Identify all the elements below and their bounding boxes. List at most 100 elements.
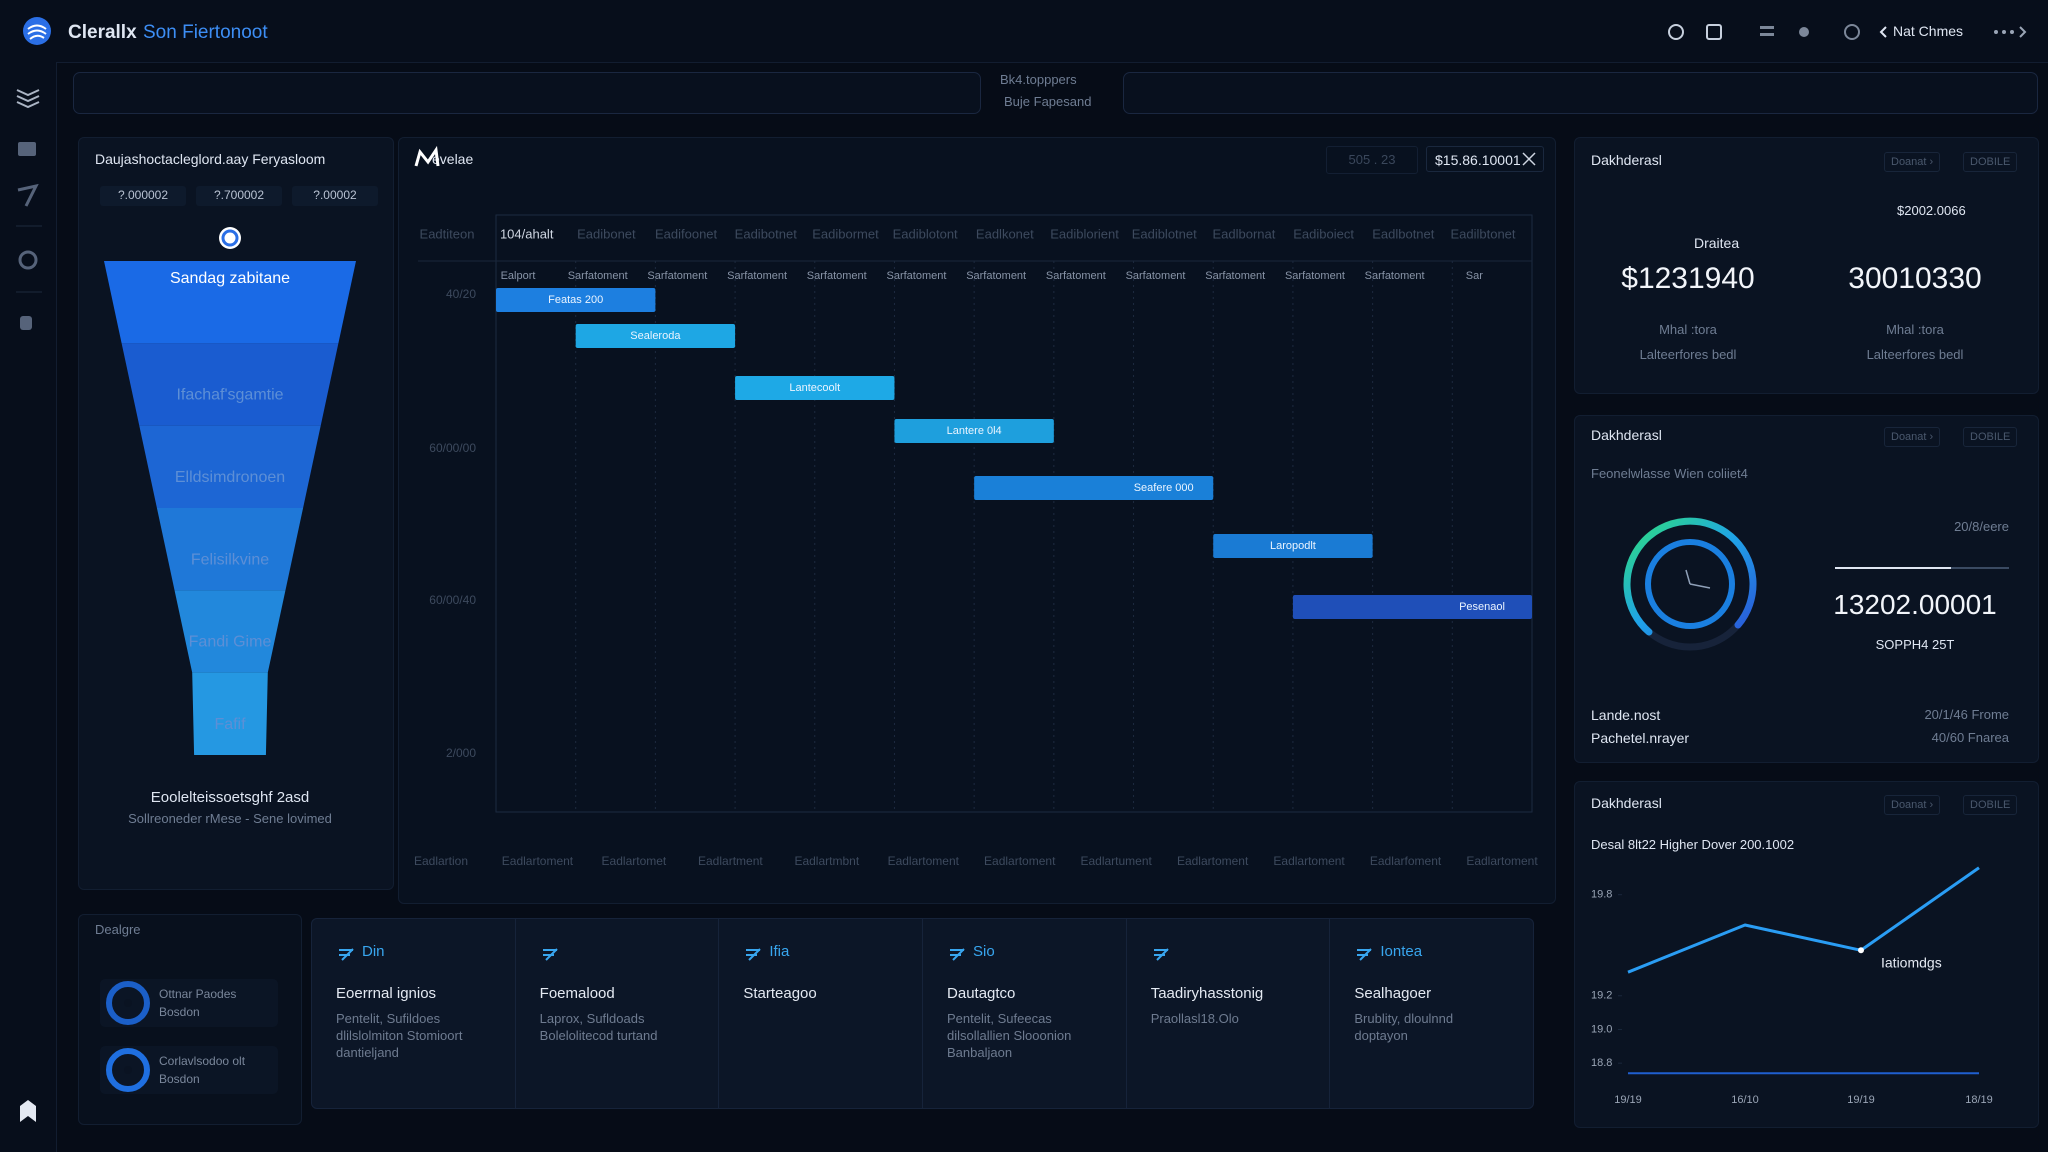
close-icon[interactable] (1522, 152, 1536, 166)
task-label: Laropodlt (1270, 540, 1316, 552)
x-label: Eadlartion (414, 854, 468, 868)
y-tick-label: 19.2 (1591, 990, 1612, 1002)
task-label: Seafere 000 (1134, 482, 1194, 494)
timeline-icon (414, 145, 440, 167)
card-icon (336, 945, 356, 970)
timeline-total[interactable]: $15.86.10001 (1426, 146, 1544, 172)
trend-marker (1858, 947, 1864, 954)
column-subheader: Sarfatoment (1365, 270, 1425, 282)
trend-panel (1574, 781, 2039, 1128)
brand: Clerallx (68, 22, 137, 43)
x-tick-label: 18/19 (1965, 1094, 1993, 1106)
gauge-button[interactable]: DOBILE (1963, 427, 2018, 447)
gauge-button[interactable]: Doanat › (1884, 427, 1941, 447)
x-label: Eadlarfoment (1370, 854, 1442, 868)
card-line: dlilslolmiton Stomioort (336, 1028, 463, 1043)
deal-dot (124, 1066, 132, 1074)
funnel-stage-label: Sandag zabitane (170, 270, 290, 287)
funnel-tag-label: ?.700002 (214, 188, 264, 202)
card-icon (1151, 945, 1171, 970)
feature-card: Foemalood Laprox, Sufldoads Bolelolitecod … (516, 919, 720, 1108)
task-bar (575, 324, 736, 348)
card-line: Praollasl18.Olo (1150, 1011, 1239, 1026)
task-bar (894, 419, 1054, 443)
sidebar-icons[interactable] (14, 84, 44, 1134)
column-header: Eadiblotnet (1132, 226, 1197, 241)
user-name[interactable]: Nat Chmes (1893, 23, 1964, 39)
funnel-stage (104, 261, 356, 344)
summary-label: Draitea (1694, 235, 1740, 251)
card-line: Pentelit, Sufildoes (336, 1011, 441, 1026)
card-line: Bolelolitecod turtand (539, 1028, 658, 1043)
deal-name: Ottnar Paodes (159, 987, 236, 1001)
card-icon (743, 945, 763, 970)
card-title: Ifia (769, 943, 790, 960)
card-line: dilsollallien Slooonion (947, 1028, 1072, 1043)
column-header: Eadibotnet (735, 226, 798, 241)
funnel-stage (156, 508, 304, 591)
deal-ring (106, 981, 150, 1025)
column-header: Eadlkonet (976, 226, 1034, 241)
funnel-stage (192, 672, 268, 755)
column-subheader: Sarfatoment (966, 270, 1026, 282)
funnel-stage (174, 590, 286, 673)
column-header: Eadibonet (577, 226, 636, 241)
funnel-footer-title: Eoolelteissoetsghf 2asd (150, 789, 310, 806)
card-title: Sio (973, 943, 995, 960)
column-header: Eadlbornat (1212, 226, 1275, 241)
card-desc: Praollasl18.Olo (1151, 1010, 1310, 1027)
task-label: Pesenaol (1459, 601, 1505, 613)
deals-title: Dealgre (95, 922, 141, 937)
feature-card: Iontea Sealhagoer Brublity, dloulnnd doptay… (1330, 919, 1533, 1108)
funnel-title: Daujashoctacleglord.aay Feryasloom (95, 151, 326, 167)
summary-button[interactable]: Doanat › (1884, 152, 1941, 172)
card-heading: Eoerrnal ignios (336, 985, 437, 1002)
column-subheader: Sarfatoment (568, 270, 628, 282)
feature-cards: Din Eoerrnal ignios Pentelit, Sufildoes dli… (311, 918, 1534, 1109)
filter-input[interactable] (1123, 72, 2038, 114)
gauge-row-label: Lande.nost (1591, 707, 1661, 723)
row-label: 60/00/40 (429, 593, 476, 607)
gauge-caption: SOPPH4 25T (1875, 637, 1955, 652)
header-icons[interactable] (1660, 20, 2030, 44)
column-subheader: Sarfatoment (647, 270, 707, 282)
search-hint: Bk4.topppers (1000, 72, 1077, 87)
column-subheader: Sarfatoment (727, 270, 787, 282)
column-subheader: Sarfatoment (1205, 270, 1265, 282)
summary-title: Dakhderasl (1591, 152, 1662, 168)
x-label: Eadlartoment (502, 854, 574, 868)
card-line: Pentelit, Sufeecas (947, 1011, 1052, 1026)
column-header: Eadilbtonet (1450, 226, 1515, 241)
card-line: doptayon (1354, 1028, 1408, 1043)
summary-metric: $1231940 (1621, 262, 1755, 295)
deal-dot (124, 999, 132, 1007)
column-subheader: Sarfatoment (1285, 270, 1345, 282)
summary-metric: 30010330 (1848, 262, 1982, 295)
feature-card: Din Eoerrnal ignios Pentelit, Sufildoes dli… (312, 919, 516, 1108)
timeline-range[interactable]: 505 . 23 (1326, 146, 1418, 174)
card-desc: Brublity, dloulnnd doptayon (1354, 1010, 1513, 1044)
x-label: Eadlartment (698, 854, 763, 868)
trend-button[interactable]: Doanat › (1884, 795, 1941, 815)
gauge-row-label: Pachetel.nrayer (1591, 730, 1690, 746)
gauge-arc (1623, 517, 1757, 636)
funnel-stage-label: Elldsimdronoen (175, 469, 285, 486)
card-heading: Starteagoo (743, 985, 817, 1002)
funnel-stage-label: Fandi Gime (189, 634, 272, 651)
column-header: Eadibormet (812, 226, 879, 241)
feature-card: Sio Dautagtco Pentelit, Sufeecas dilsollall… (923, 919, 1127, 1108)
trend-button[interactable]: DOBILE (1963, 795, 2018, 815)
task-label: Sealeroda (630, 330, 681, 342)
task-bar (974, 476, 1214, 500)
column-subheader: Sar (1466, 270, 1483, 282)
row-label: 2/000 (446, 746, 476, 760)
y-tick-label: 19.0 (1591, 1023, 1612, 1035)
search-input[interactable] (73, 72, 981, 114)
gauge-row-value: 20/1/46 Frome (1924, 707, 2009, 722)
x-label: Eadlartoment (984, 854, 1056, 868)
column-subheader: Ealport (501, 270, 536, 282)
timeline-title: evelae (432, 151, 474, 167)
trend-line (1627, 866, 1980, 974)
summary-button[interactable]: DOBILE (1963, 152, 2018, 172)
